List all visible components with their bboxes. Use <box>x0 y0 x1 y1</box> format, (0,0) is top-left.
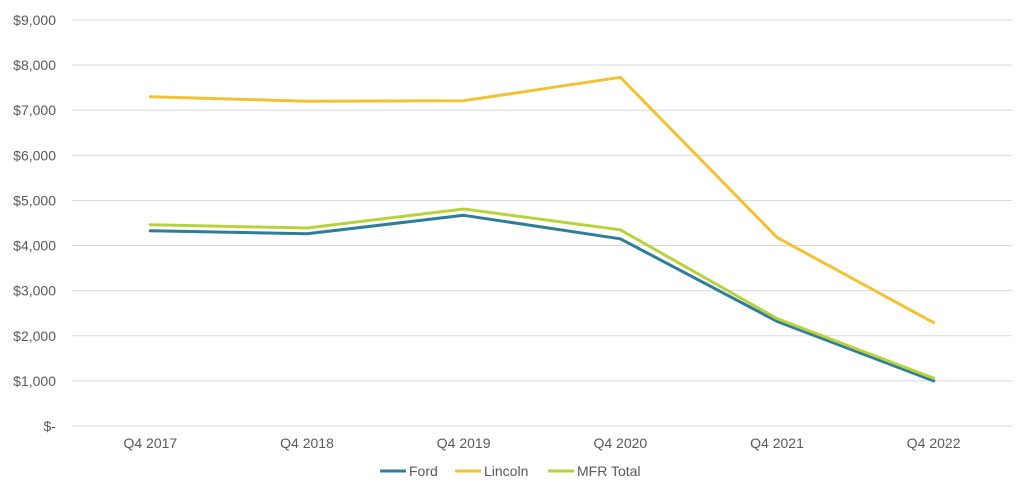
x-tick-label: Q4 2018 <box>280 435 334 451</box>
grid-lines <box>72 19 1012 427</box>
x-axis-ticks: Q4 2017 Q4 2018 Q4 2019 Q4 2020 Q4 2021 Q4 20… <box>123 435 960 451</box>
legend-label: MFR Total <box>577 463 641 479</box>
x-tick-label: Q4 2022 <box>907 435 961 451</box>
x-tick-label: Q4 2017 <box>123 435 177 451</box>
y-tick-label: $6,000 <box>13 147 56 163</box>
legend-label: Ford <box>409 463 438 479</box>
y-tick-label: $1,000 <box>13 373 56 389</box>
x-tick-label: Q4 2019 <box>437 435 491 451</box>
y-tick-label: $3,000 <box>13 283 56 299</box>
series-lines <box>148 75 936 383</box>
series-line-lincoln <box>148 75 936 325</box>
legend: Ford Lincoln MFR Total <box>380 463 641 479</box>
y-axis-ticks: $- $1,000 $2,000 $3,000 $4,000 $5,000 $6,000 $7… <box>13 12 56 434</box>
series-line-mfr-total <box>148 207 936 380</box>
y-tick-label: $2,000 <box>13 328 56 344</box>
series-line-ford <box>148 213 936 383</box>
x-tick-label: Q4 2020 <box>593 435 647 451</box>
x-tick-label: Q4 2021 <box>750 435 804 451</box>
y-tick-label: $7,000 <box>13 102 56 118</box>
y-tick-label: $4,000 <box>13 238 56 254</box>
legend-label: Lincoln <box>484 463 528 479</box>
y-tick-label: $9,000 <box>13 12 56 28</box>
y-tick-label: $5,000 <box>13 192 56 208</box>
y-tick-label: $8,000 <box>13 57 56 73</box>
y-tick-label: $- <box>44 418 57 434</box>
